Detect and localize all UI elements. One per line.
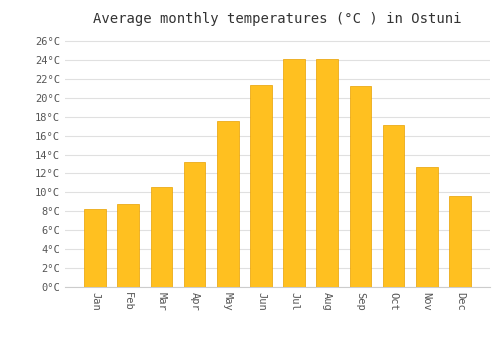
Bar [184, 162, 206, 287]
Bar [250, 85, 272, 287]
Bar [316, 59, 338, 287]
Title: Average monthly temperatures (°C ) in Ostuni: Average monthly temperatures (°C ) in Os… [93, 12, 462, 26]
Bar [284, 59, 305, 287]
Bar [118, 204, 139, 287]
Bar [150, 187, 172, 287]
Bar [350, 86, 371, 287]
Bar [383, 125, 404, 287]
Bar [416, 167, 438, 287]
Bar [217, 121, 238, 287]
Bar [84, 209, 106, 287]
Bar [449, 196, 470, 287]
